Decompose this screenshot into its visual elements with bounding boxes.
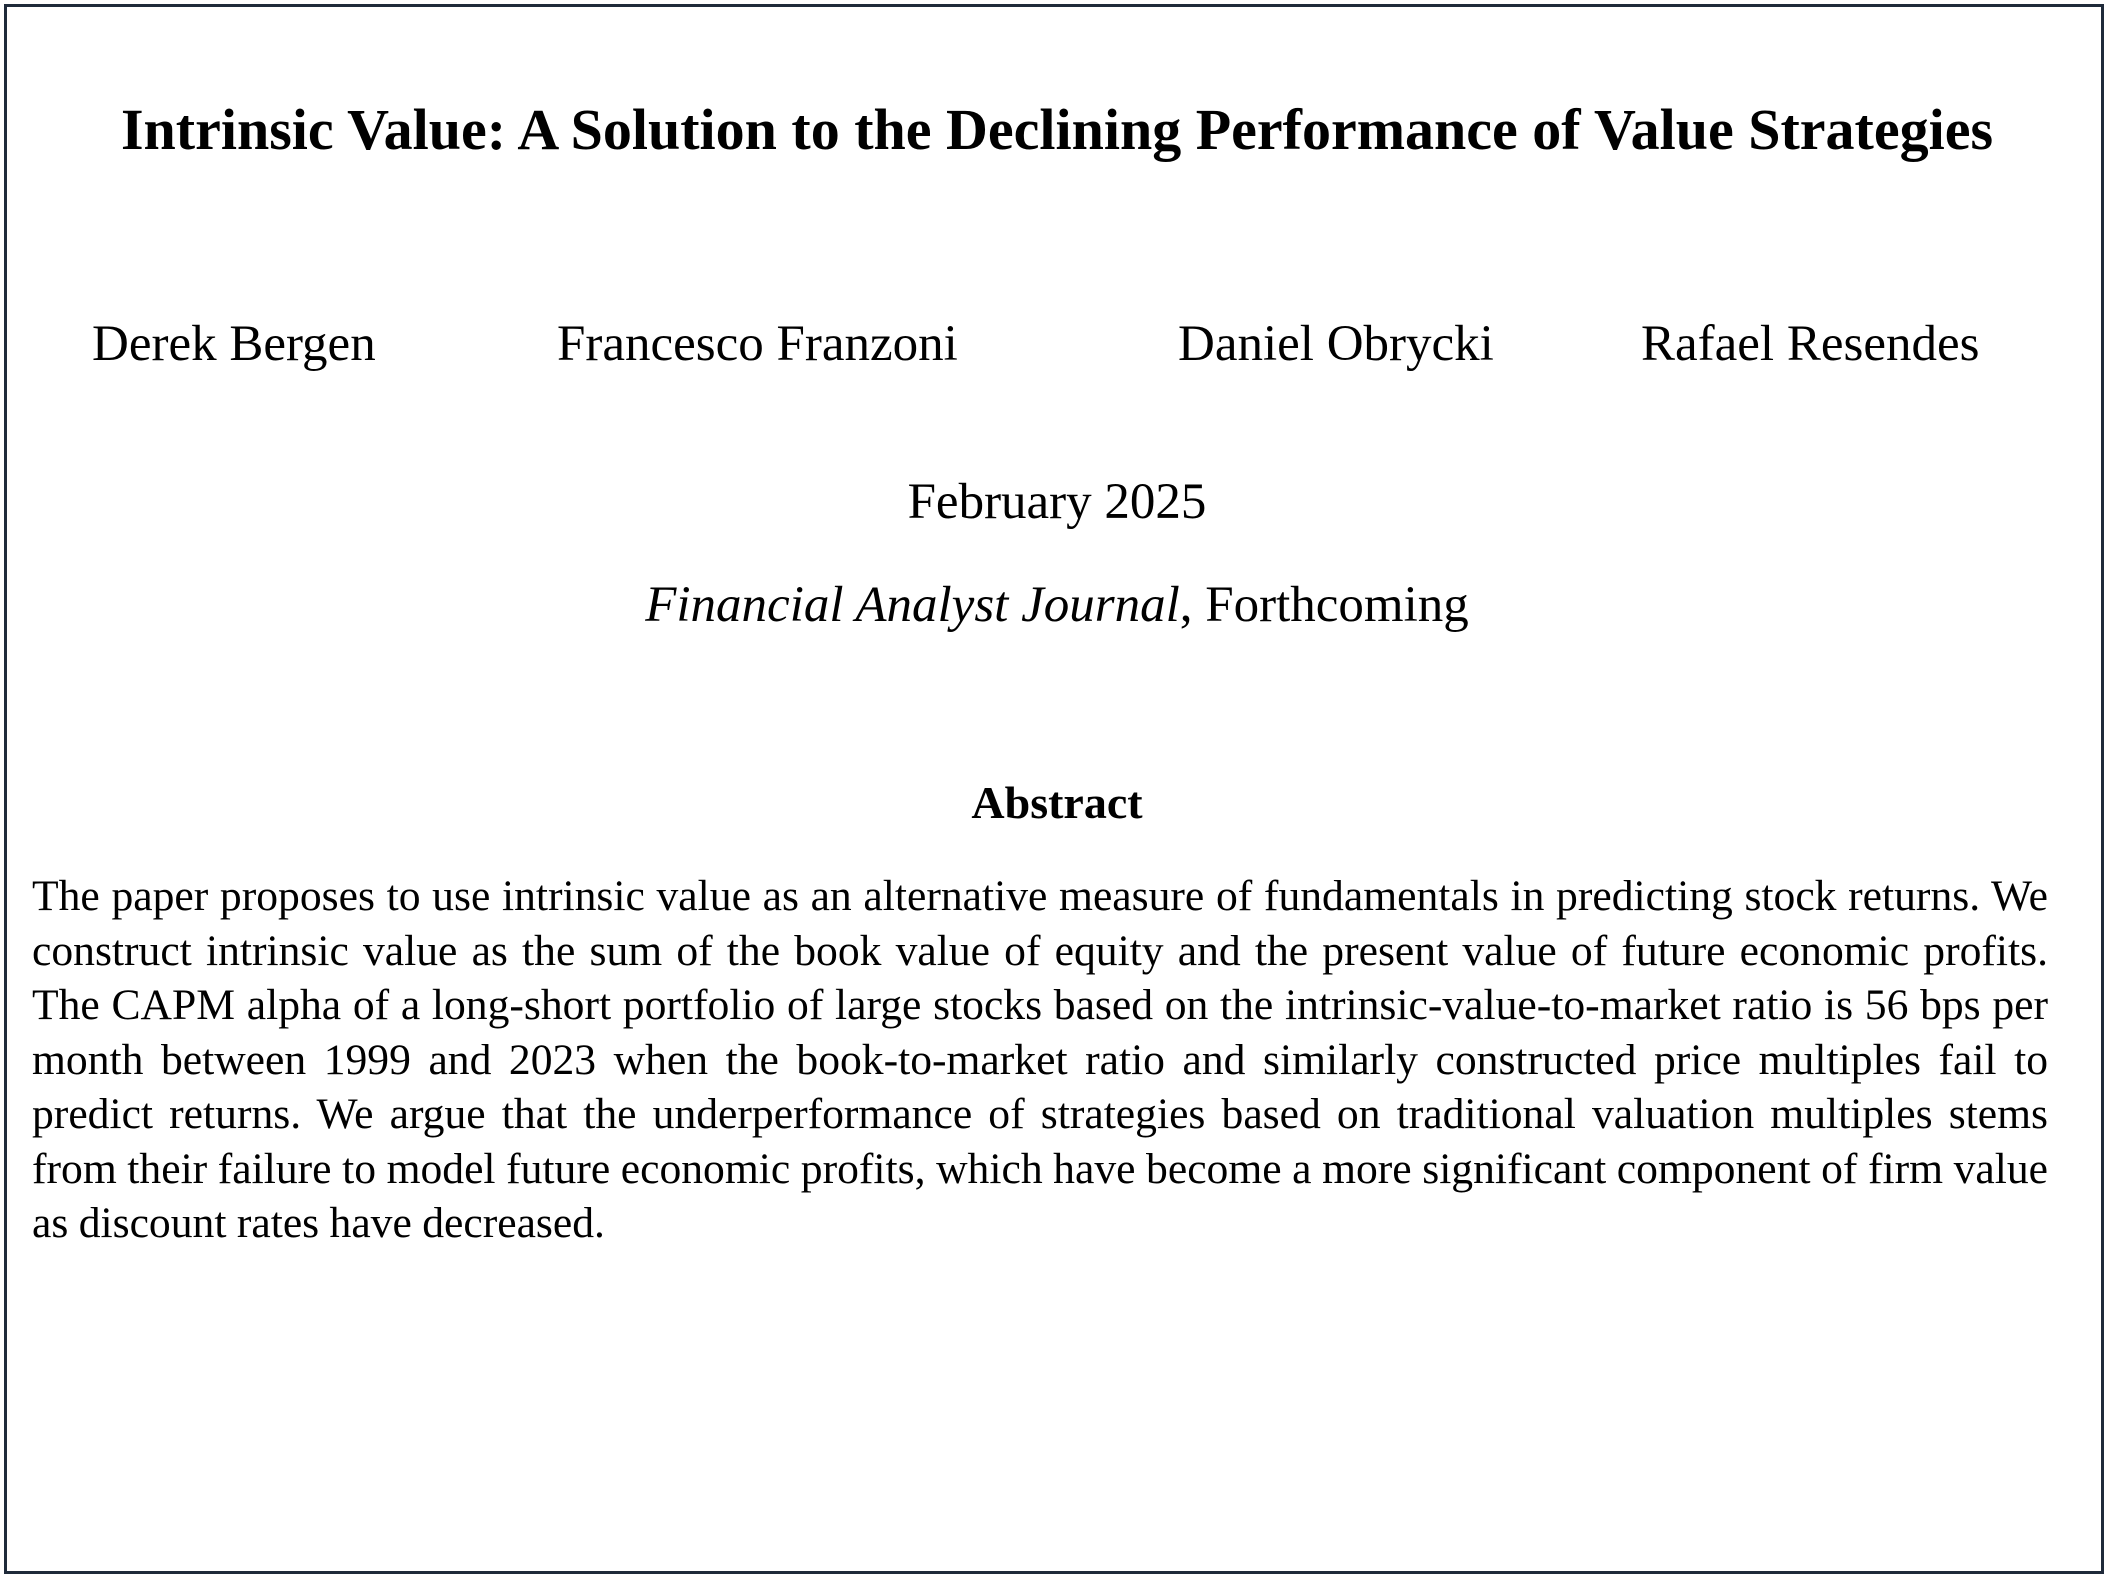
publication-date: February 2025 bbox=[907, 474, 1207, 530]
paper-title: Intrinsic Value: A Solution to the Decli… bbox=[120, 97, 1994, 162]
author-name: Rafael Resendes bbox=[1641, 316, 1980, 372]
author-name: Derek Bergen bbox=[92, 316, 376, 372]
author-name: Daniel Obrycki bbox=[1178, 316, 1494, 372]
abstract-text: The paper proposes to use intrinsic valu… bbox=[32, 872, 2048, 1247]
author-name: Francesco Franzoni bbox=[557, 316, 958, 372]
page-border bbox=[4, 4, 2104, 1574]
abstract-heading: Abstract bbox=[971, 777, 1143, 828]
publication-status: , Forthcoming bbox=[1179, 577, 1469, 633]
publication-venue: Financial Analyst Journal, Forthcoming bbox=[0, 573, 2114, 637]
journal-name: Financial Analyst Journal bbox=[645, 577, 1180, 633]
